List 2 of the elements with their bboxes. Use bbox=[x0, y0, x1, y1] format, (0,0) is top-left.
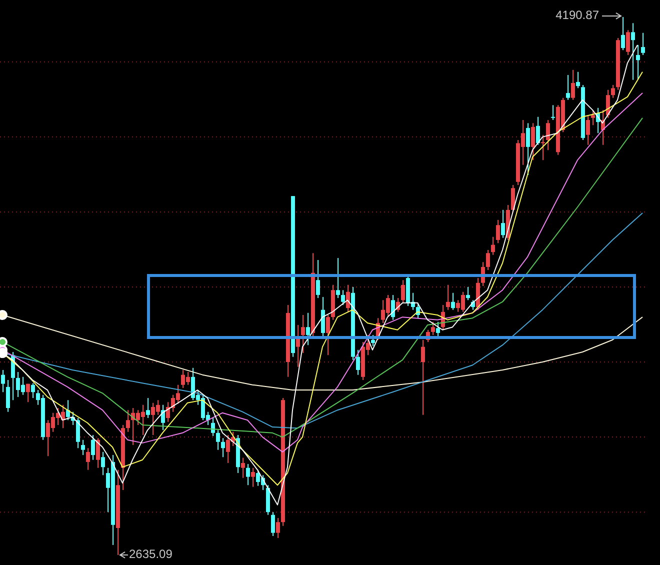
annotation: 4190.87 bbox=[556, 8, 600, 22]
annotation: 2635.09 bbox=[129, 547, 173, 562]
